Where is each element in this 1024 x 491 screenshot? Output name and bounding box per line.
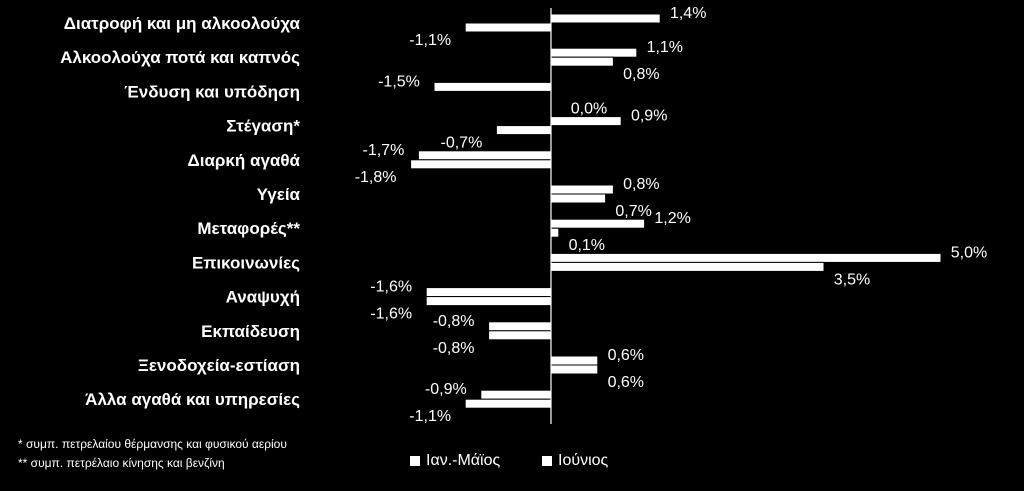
category-label: Ένδυση και υπόδηση — [124, 82, 300, 101]
bar-series-1 — [550, 218, 646, 229]
bar-series-2 — [495, 125, 552, 136]
category-label: Στέγαση* — [226, 117, 300, 136]
data-label-series-1: 0,8% — [623, 176, 659, 193]
category-label: Επικοινωνίες — [192, 253, 300, 272]
data-label-series-2: -1,6% — [370, 306, 412, 323]
bar-series-1 — [480, 389, 552, 400]
bar-series-1 — [550, 252, 942, 263]
data-label-series-1: 1,4% — [670, 5, 706, 22]
data-label-series-2: -0,7% — [441, 135, 483, 152]
bar-series-2 — [550, 193, 607, 204]
bar-series-1 — [433, 81, 552, 92]
bar-series-1 — [488, 321, 552, 332]
legend-item-series-2: Ιούνιος — [542, 452, 608, 470]
data-label-series-1: 0,9% — [631, 108, 667, 125]
legend-label: Ιαν.-Μάϊος — [426, 452, 501, 469]
legend-label: Ιούνιος — [558, 452, 609, 469]
legend-item-series-1: Ιαν.-Μάϊος — [410, 452, 500, 470]
bar-series-1 — [550, 184, 614, 195]
data-label-series-2: -0,8% — [433, 340, 475, 357]
category-label: Διατροφή και μη αλκοολούχα — [64, 14, 301, 33]
data-label-series-1: 1,2% — [654, 210, 690, 227]
data-label-series-1: -1,7% — [363, 142, 405, 159]
data-label-series-1: -0,9% — [425, 381, 467, 398]
category-label: Αναψυχή — [226, 288, 300, 307]
bar-series-1 — [550, 13, 661, 24]
data-label-series-1: -1,6% — [370, 279, 412, 296]
category-label: Άλλα αγαθά και υπηρεσίες — [85, 390, 300, 409]
bar-series-2 — [464, 22, 552, 33]
category-label: Ξενοδοχεία-εστίαση — [138, 356, 300, 375]
data-label-series-2: -1,8% — [355, 169, 397, 186]
bar-series-2 — [550, 56, 614, 67]
category-label: Υγεία — [257, 185, 301, 204]
bar-series-1 — [417, 150, 552, 161]
data-label-series-2: 3,5% — [834, 271, 870, 288]
category-label: Εκπαίδευση — [201, 322, 300, 341]
data-label-series-2: 0,1% — [569, 237, 605, 254]
bar-series-2 — [410, 159, 552, 170]
bar-series-1 — [550, 355, 599, 366]
data-label-series-1: -1,5% — [378, 73, 420, 90]
data-label-series-1: 5,0% — [951, 244, 987, 261]
legend-swatch — [542, 456, 552, 466]
data-label-series-2: 0,7% — [615, 203, 651, 220]
bar-series-2 — [550, 261, 825, 272]
bar-series-2 — [464, 398, 552, 409]
bar-series-1 — [550, 116, 622, 127]
data-label-series-2: 0,0% — [571, 100, 607, 117]
footnote-heating: * συμπ. πετρελαίου θέρμανσης και φυσικού… — [18, 437, 287, 451]
legend-swatch — [410, 456, 420, 466]
bar-series-2 — [425, 296, 552, 307]
footnote-fuel: ** συμπ. πετρέλαιο κίνησης και βενζίνη — [18, 456, 225, 470]
data-label-series-1: 0,6% — [608, 347, 644, 364]
data-label-series-2: 0,6% — [608, 374, 644, 391]
category-label: Μεταφορές** — [197, 219, 300, 238]
data-label-series-2: -1,1% — [409, 32, 451, 49]
bar-series-2 — [488, 330, 552, 341]
data-label-series-2: -1,1% — [409, 408, 451, 425]
bar-series-1 — [550, 47, 638, 58]
data-label-series-1: 1,1% — [647, 39, 683, 56]
data-label-series-1: -0,8% — [433, 313, 475, 330]
data-label-series-2: 0,8% — [623, 66, 659, 83]
bar-series-2 — [550, 364, 599, 375]
bar-series-1 — [425, 287, 552, 298]
category-label: Αλκοολούχα ποτά και καπνός — [60, 48, 300, 67]
bar-series-2 — [550, 227, 560, 238]
category-label: Διαρκή αγαθά — [188, 151, 301, 170]
